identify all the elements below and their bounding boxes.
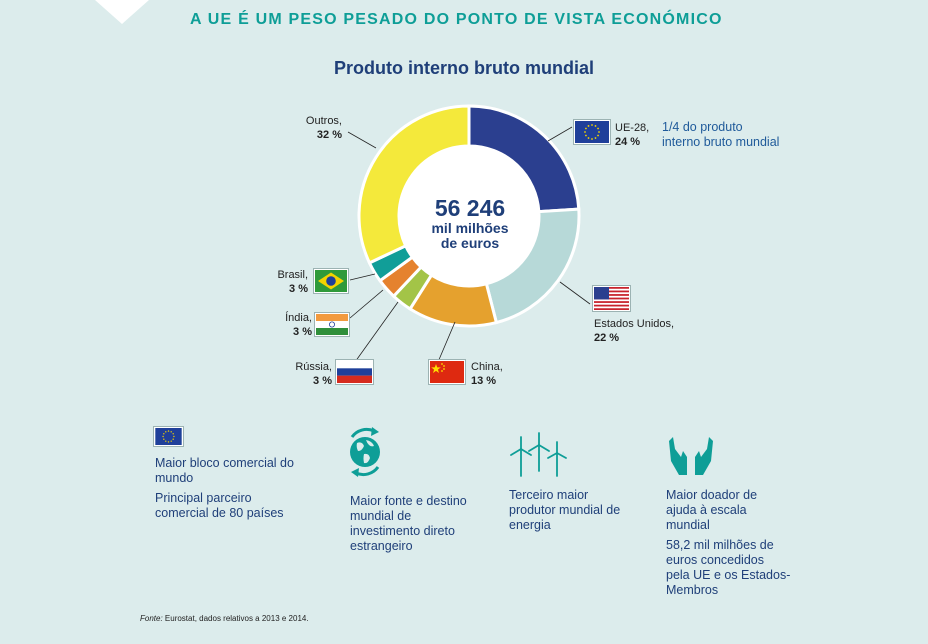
label-outros: Outros, 32 %: [272, 114, 342, 142]
label-china-name: China,: [471, 361, 503, 373]
leader-us: [559, 281, 591, 305]
label-brazil: Brasil, 3 %: [238, 268, 308, 296]
hands-icon: [667, 435, 715, 482]
chart-title: Produto interno bruto mundial: [334, 58, 594, 78]
feature-aid-line2: 58,2 mil milhões de euros concedidos pel…: [666, 538, 791, 597]
wind-turbine-icon: [507, 431, 573, 482]
feature-trade-line2: Principal parceiro comercial de 80 paíse…: [155, 491, 284, 520]
eu-flag-icon: [575, 121, 609, 143]
pie-center-label: 56 246 mil milhões de euros: [400, 195, 540, 251]
leader-outros: [347, 131, 377, 149]
leader-ue: [547, 126, 573, 142]
label-us: Estados Unidos, 22 %: [594, 317, 674, 345]
leader-brazil: [349, 273, 376, 281]
ue-annotation: 1/4 do produto interno bruto mundial: [662, 120, 780, 149]
label-russia-value: 3 %: [313, 375, 332, 387]
total-unit-line1: mil milhões: [431, 220, 509, 236]
russia-flag-icon: [337, 361, 372, 383]
india-flag-icon: [316, 314, 348, 335]
source-text: Eurostat, dados relativos a 2013 e 2014.: [162, 614, 309, 623]
globe-icon: [344, 427, 386, 482]
label-ue-value: 24 %: [615, 136, 641, 148]
label-russia-name: Rússia,: [295, 361, 332, 373]
brazil-flag-icon: [315, 270, 347, 292]
source-label: Fonte:: [140, 614, 163, 623]
feature-trade-line1: Maior bloco comercial do mundo: [155, 456, 294, 485]
label-outros-name: Outros,: [305, 115, 342, 127]
eu-flag-small-icon: [155, 428, 182, 445]
leader-china: [437, 321, 456, 363]
corner-decoration: [95, 0, 149, 24]
label-us-name: Estados Unidos,: [594, 318, 675, 330]
label-ue: UE-28, 24 %: [615, 121, 649, 149]
label-russia: Rússia, 3 %: [262, 360, 332, 388]
label-outros-value: 32 %: [316, 129, 342, 141]
feature-trade: Maior bloco comercial do mundo Principal…: [155, 456, 305, 526]
label-brazil-value: 3 %: [289, 283, 308, 295]
label-india-value: 3 %: [293, 326, 312, 338]
label-china: China, 13 %: [471, 360, 503, 388]
donut-hole: [399, 146, 539, 286]
total-value: 56 246: [434, 195, 506, 221]
feature-aid-line1: Maior doador de ajuda à escala mundial: [666, 488, 758, 532]
label-india: Índia, 3 %: [242, 311, 312, 339]
feature-aid: Maior doador de ajuda à escala mundial 5…: [666, 488, 791, 603]
label-india-name: Índia,: [285, 312, 312, 324]
total-unit-line2: de euros: [440, 235, 500, 251]
label-us-value: 22 %: [594, 332, 620, 344]
label-ue-name: UE-28,: [615, 122, 650, 134]
source-note: Fonte: Eurostat, dados relativos a 2013 …: [140, 614, 309, 623]
us-flag-icon: [594, 287, 629, 310]
china-flag-icon: [430, 361, 464, 383]
label-brazil-name: Brasil,: [277, 269, 308, 281]
label-china-value: 13 %: [471, 375, 497, 387]
feature-investment: Maior fonte e destino mundial de investi…: [350, 494, 467, 553]
leader-india: [349, 289, 384, 319]
leader-russia: [354, 301, 399, 363]
feature-energy: Terceiro maior produtor mundial de energ…: [509, 488, 621, 532]
headline: A UE É UM PESO PESADO DO PONTO DE VISTA …: [190, 11, 723, 28]
